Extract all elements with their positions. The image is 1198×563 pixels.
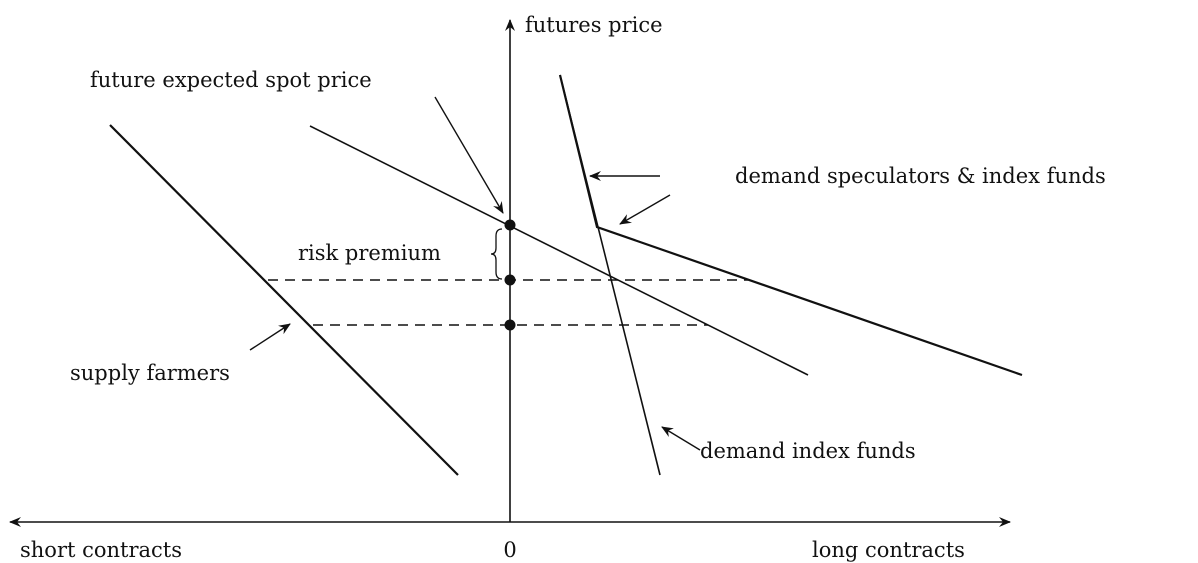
label: demand speculators & index funds xyxy=(735,164,1106,188)
label: supply farmers xyxy=(70,361,230,385)
origin-label: 0 xyxy=(503,538,516,562)
brace xyxy=(490,228,503,280)
x-axis-label: short contracts xyxy=(20,538,182,562)
label: risk premium xyxy=(298,241,441,265)
point xyxy=(504,274,516,286)
label: demand index funds xyxy=(700,439,916,463)
arrow xyxy=(619,194,671,225)
y-axis-label: futures price xyxy=(525,13,663,37)
supply-line xyxy=(109,124,459,476)
arrow xyxy=(249,323,291,351)
label: future expected spot price xyxy=(90,68,372,92)
x-axis-label: long contracts xyxy=(812,538,965,562)
arrow xyxy=(661,426,701,451)
arrow xyxy=(434,96,504,214)
point xyxy=(504,219,516,231)
combined-demand-line xyxy=(558,74,1023,377)
speculator-demand-line xyxy=(309,125,809,376)
point xyxy=(504,319,516,331)
